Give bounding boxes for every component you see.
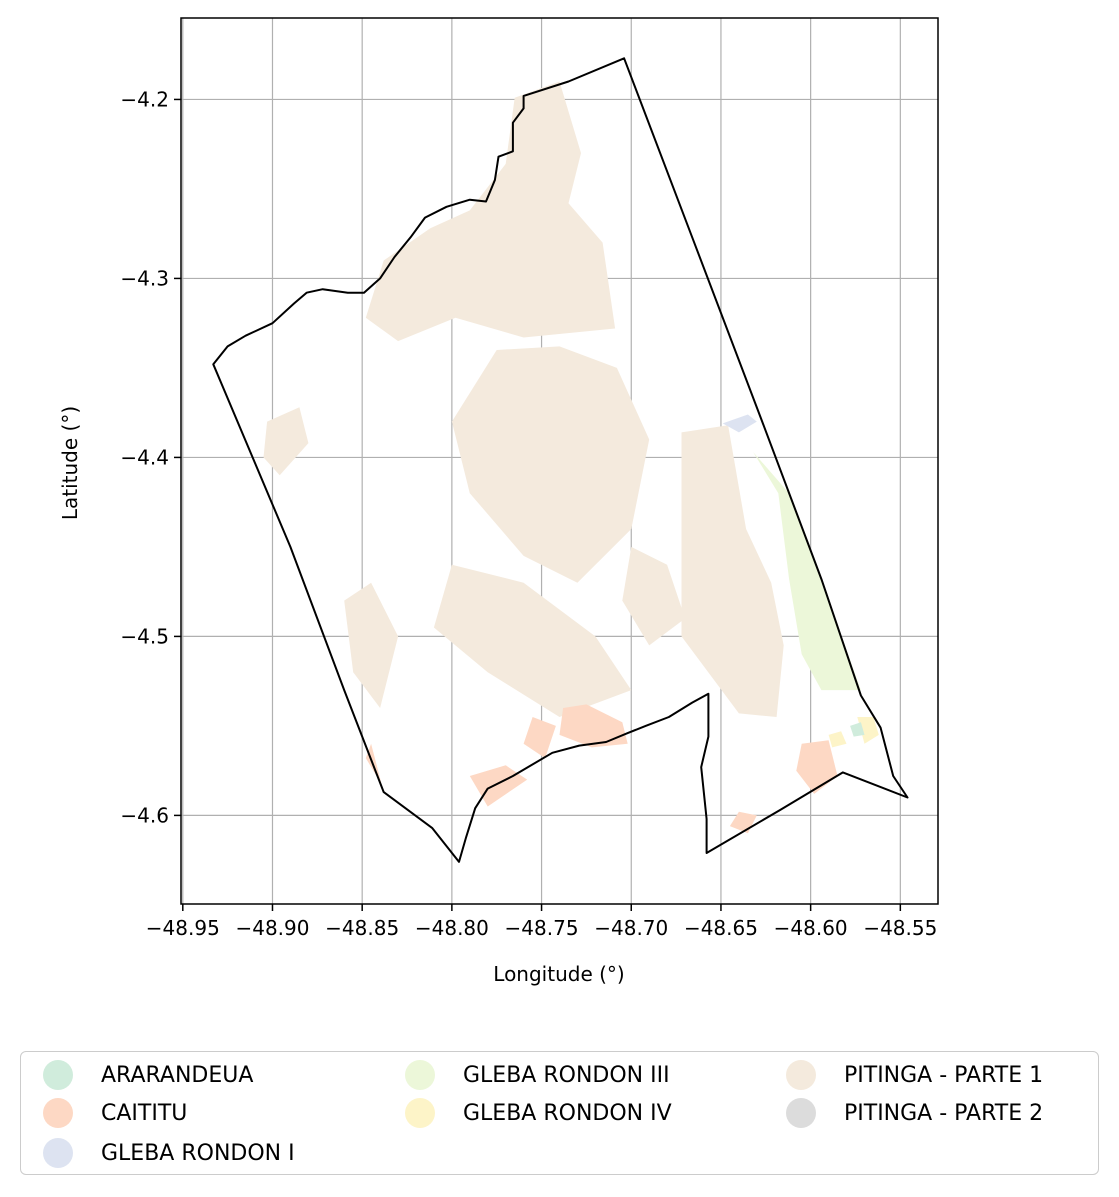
legend-label: GLEBA RONDON I [101, 1140, 295, 1166]
y-tick-label: −4.2 [120, 87, 169, 111]
x-axis-label: Longitude (°) [493, 962, 624, 986]
region-pitinga-parte-1 [451, 346, 650, 583]
legend-label: ARARANDEUA [101, 1062, 254, 1088]
y-axis-label: Latitude (°) [58, 406, 82, 520]
region-pitinga-parte-1 [263, 407, 309, 476]
legend-swatch [786, 1098, 816, 1128]
municipality-boundary [212, 57, 909, 863]
region-polygons [263, 81, 879, 834]
region-pitinga-parte-1 [433, 564, 632, 717]
region-gleba-rondon-iii [753, 452, 861, 691]
region-gleba-rondon-i [722, 414, 757, 433]
legend-item-pitinga-parte-1: PITINGA - PARTE 1 [786, 1060, 1043, 1090]
x-tick-label: −48.85 [325, 916, 399, 940]
legend-item-ararandeua: ARARANDEUA [43, 1060, 253, 1090]
legend-item-gleba-rondon-iii: GLEBA RONDON III [405, 1060, 670, 1090]
region-pitinga-parte-1 [344, 582, 399, 708]
region-pitinga-parte-1 [622, 546, 686, 646]
region-gleba-rondon-iv [857, 717, 879, 744]
legend-label: PITINGA - PARTE 2 [844, 1100, 1044, 1126]
x-tick-label: −48.75 [505, 916, 579, 940]
legend-swatch [43, 1060, 73, 1090]
x-tick-label: −48.90 [235, 916, 309, 940]
legend-swatch [786, 1060, 816, 1090]
x-tick-label: −48.55 [863, 916, 937, 940]
x-tick-label: −48.70 [594, 916, 668, 940]
y-tick-label: −4.6 [120, 803, 169, 827]
legend: ARARANDEUA CAITITU GLEBA RONDON I GLEBA … [20, 1051, 1099, 1175]
legend-item-pitinga-parte-2: PITINGA - PARTE 2 [786, 1098, 1043, 1128]
y-tick-label: −4.5 [120, 624, 169, 648]
legend-item-gleba-rondon-iv: GLEBA RONDON IV [405, 1098, 672, 1128]
boundary-outline [212, 57, 909, 863]
y-tick-label: −4.3 [120, 266, 169, 290]
region-caititu [469, 765, 528, 807]
map-chart: −48.95 −48.90 −48.85 −48.80 −48.75 −48.70 −48.… [58, 17, 939, 986]
y-tick-label: −4.4 [120, 445, 169, 469]
region-caititu [523, 717, 556, 759]
x-axis-ticks: −48.95 −48.90 −48.85 −48.80 −48.75 −48.70 −48.… [146, 904, 937, 940]
region-caititu [559, 704, 628, 748]
legend-label: GLEBA RONDON IV [463, 1100, 672, 1126]
legend-label: CAITITU [101, 1100, 188, 1126]
x-tick-label: −48.65 [684, 916, 758, 940]
x-tick-label: −48.60 [774, 916, 848, 940]
region-caititu [796, 740, 838, 794]
legend-item-gleba-rondon-i: GLEBA RONDON I [43, 1138, 295, 1168]
y-axis-ticks: −4.2 −4.3 −4.4 −4.5 −4.6 [120, 87, 181, 827]
region-ararandeua [850, 722, 865, 737]
legend-label: GLEBA RONDON III [463, 1062, 670, 1088]
region-gleba-rondon-iv [828, 731, 847, 748]
legend-swatch [405, 1098, 435, 1128]
legend-swatch [405, 1060, 435, 1090]
x-tick-label: −48.80 [415, 916, 489, 940]
region-pitinga-parte-1 [681, 425, 784, 717]
legend-label: PITINGA - PARTE 1 [844, 1062, 1044, 1088]
region-pitinga-parte-1 [365, 81, 616, 342]
legend-swatch [43, 1138, 73, 1168]
legend-swatch [43, 1098, 73, 1128]
legend-item-caititu: CAITITU [43, 1098, 187, 1128]
plot-frame [180, 17, 939, 905]
x-tick-label: −48.95 [146, 916, 220, 940]
